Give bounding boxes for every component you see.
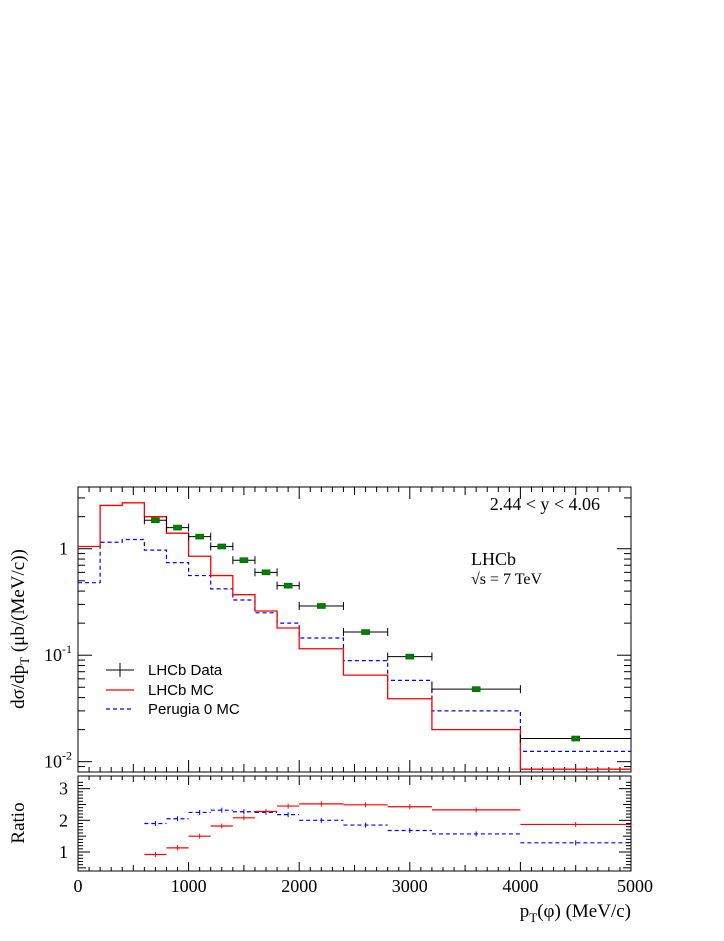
data-point: [387, 652, 433, 661]
data-point: [254, 568, 278, 577]
main-y-axis-title: dσ/dpT (μb/(MeV/c)): [8, 549, 32, 709]
series-perugia-mc: [78, 538, 631, 752]
ratio-point-lhcb-mc: [144, 852, 167, 858]
legend-label-lhcb-mc: LHCb MC: [148, 682, 214, 699]
x-tick-label: 5000: [617, 876, 653, 896]
perugia-mc-histogram: [78, 538, 631, 752]
legend: LHCb Data LHCb MC Perugia 0 MC: [106, 662, 240, 718]
y-tick-label: 10-2: [44, 749, 72, 772]
ratio-point-lhcb-mc: [277, 803, 300, 809]
x-tick-label: 4000: [502, 876, 538, 896]
x-tick-label: 3000: [392, 876, 428, 896]
ratio-point-perugia: [144, 821, 167, 826]
ratio-series-perugia-mc: [144, 807, 631, 846]
ratio-y-tick-label: 1: [59, 842, 68, 862]
ratio-point-lhcb-mc: [232, 815, 255, 821]
data-point: [188, 532, 212, 541]
experiment-label: LHCb: [471, 549, 516, 569]
ratio-point-perugia: [188, 809, 211, 815]
ratio-point-lhcb-mc: [299, 801, 344, 807]
ratio-y-tick-label: 3: [59, 779, 68, 799]
ratio-point-perugia: [387, 827, 432, 833]
legend-item-perugia: Perugia 0 MC: [106, 701, 240, 718]
x-axis-title: pT(φ) (MeV/c): [520, 901, 631, 925]
y-tick-label: 1: [59, 539, 68, 559]
main-y-ticks: 1 10-1 10-2: [44, 497, 631, 773]
ratio-point-lhcb-mc: [343, 802, 388, 808]
ratio-point-perugia: [232, 809, 255, 815]
ratio-point-perugia: [299, 817, 344, 823]
data-point: [431, 685, 521, 694]
legend-label-perugia: Perugia 0 MC: [148, 701, 240, 718]
ratio-ticks: 0 1000 2000 3000 4000 5000 1 2 3: [59, 776, 653, 896]
data-point: [210, 542, 234, 551]
x-tick-label: 1000: [171, 876, 207, 896]
series-lhcb-data: [143, 516, 632, 743]
ratio-y-axis-title: Ratio: [8, 802, 29, 843]
ratio-point-lhcb-mc: [254, 808, 278, 814]
ratio-point-lhcb-mc: [387, 804, 432, 810]
ratio-point-perugia: [277, 812, 300, 818]
x-tick-label: 2000: [281, 876, 317, 896]
data-point: [165, 523, 190, 532]
ratio-series-lhcb-mc: [144, 801, 631, 858]
energy-label: √s = 7 TeV: [471, 571, 543, 588]
ratio-point-lhcb-mc: [431, 807, 521, 813]
data-point: [519, 734, 632, 743]
legend-label-data: LHCb Data: [148, 662, 223, 679]
legend-item-data: LHCb Data: [106, 662, 223, 679]
data-point: [298, 601, 344, 610]
ratio-point-perugia: [166, 816, 189, 822]
ratio-point-perugia: [520, 840, 631, 846]
y-tick-label: 10-1: [44, 642, 72, 665]
ratio-point-perugia: [343, 822, 388, 828]
ratio-point-lhcb-mc: [188, 833, 211, 839]
ratio-point-lhcb-mc: [210, 823, 233, 829]
ratio-point-perugia: [431, 831, 521, 837]
legend-item-lhcb-mc: LHCb MC: [106, 682, 214, 699]
data-point: [232, 556, 256, 565]
data-point: [143, 516, 167, 525]
ratio-y-tick-label: 2: [59, 810, 68, 830]
rapidity-range-label: 2.44 < y < 4.06: [490, 494, 600, 514]
data-point: [342, 628, 389, 637]
data-point: [276, 581, 300, 590]
series-lhcb-mc: [78, 502, 631, 770]
lhcb-mc-histogram: [78, 502, 631, 770]
ratio-point-lhcb-mc: [520, 821, 631, 827]
ratio-point-lhcb-mc: [166, 845, 189, 851]
x-tick-label: 0: [74, 876, 83, 896]
ratio-point-perugia: [210, 807, 233, 813]
main-x-ticks: [77, 487, 632, 772]
main-panel-frame: [77, 486, 632, 773]
